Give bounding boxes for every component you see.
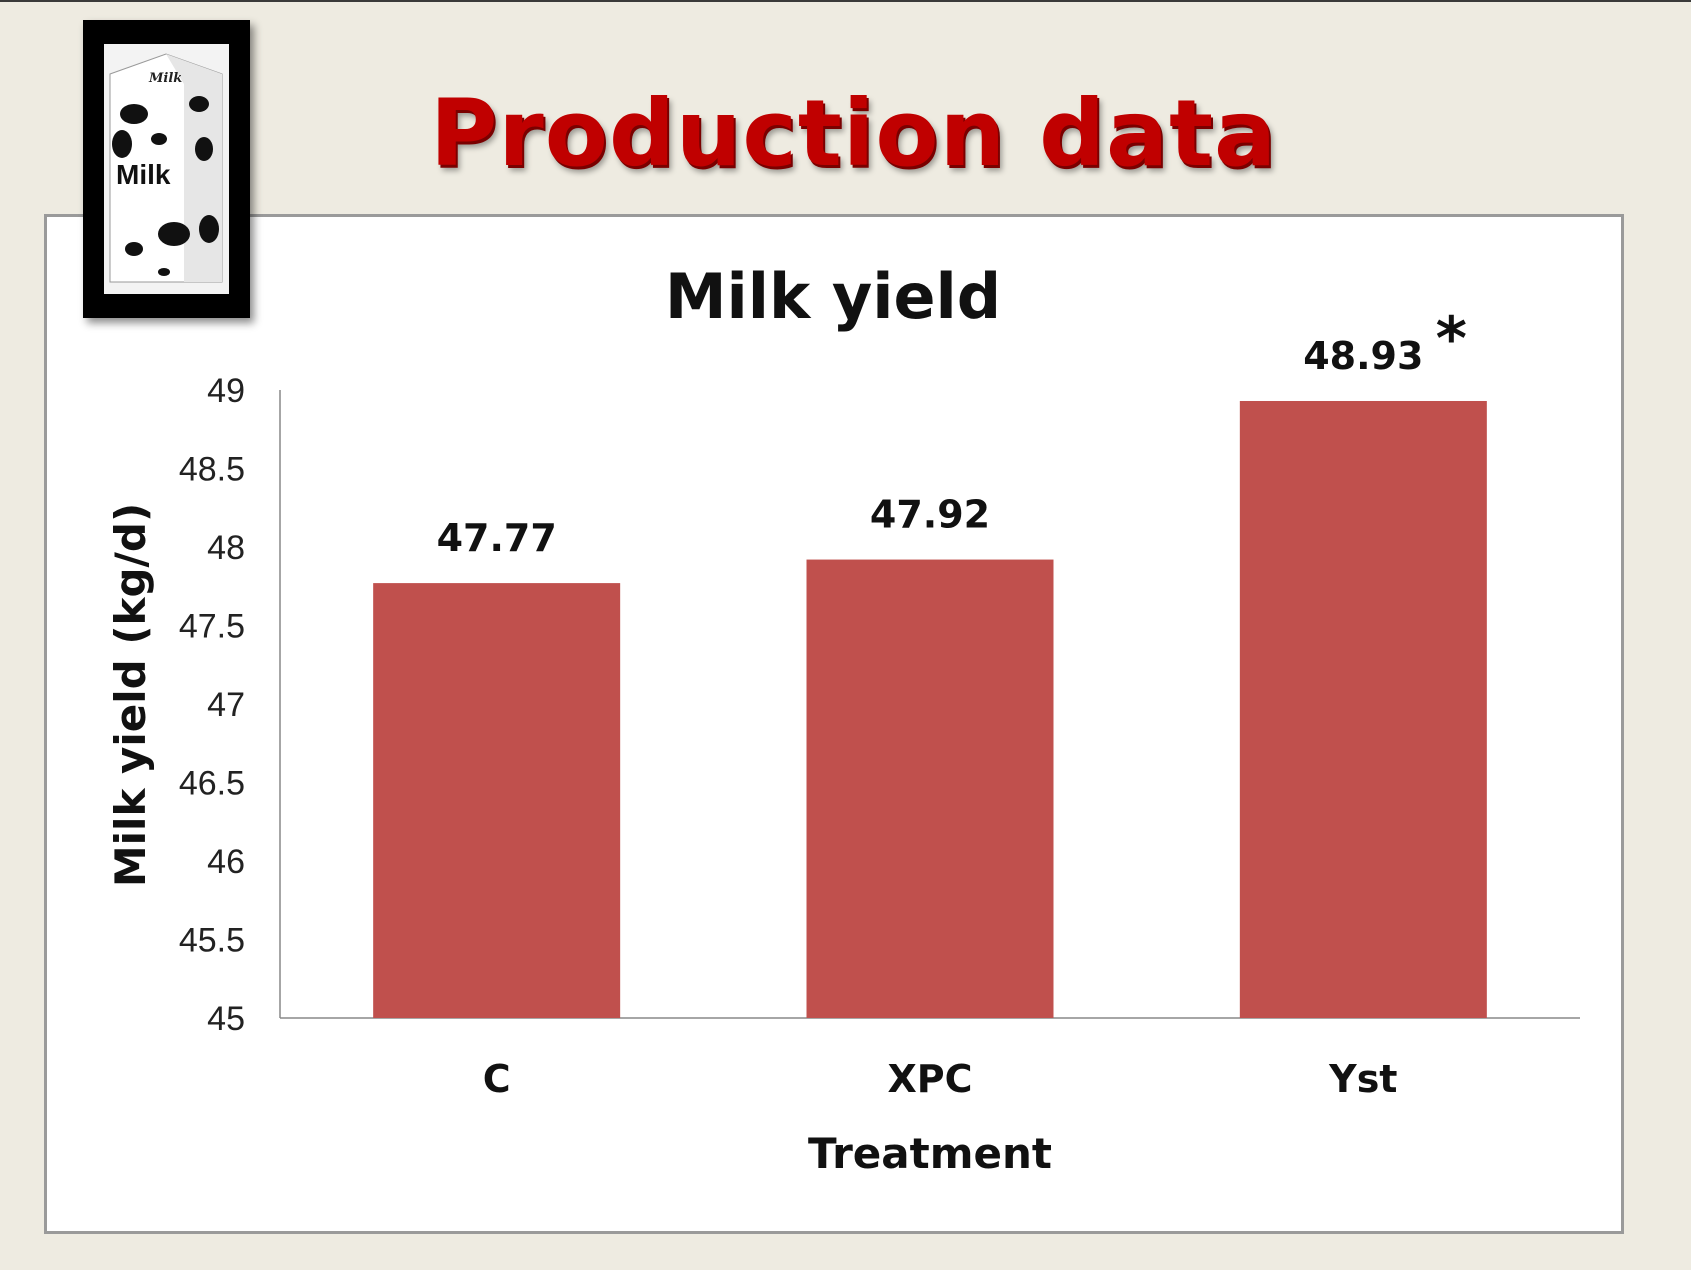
x-tick-label: XPC [887, 1057, 972, 1101]
top-border [0, 0, 1691, 2]
x-tick-label: C [483, 1057, 511, 1101]
y-tick-label: 49 [207, 372, 245, 410]
y-tick-label: 46 [207, 843, 245, 881]
y-axis-label: Milk yield (kg/d) [106, 503, 155, 887]
y-tick-label: 48 [207, 529, 245, 567]
bar-yst [1239, 400, 1487, 1018]
carton-text-top: Milk [148, 71, 182, 86]
x-tick-label: Yst [1328, 1057, 1397, 1101]
carton-text-main: Milk [116, 159, 171, 190]
data-label-c: 47.77 [437, 516, 557, 560]
y-tick-label: 45 [207, 1000, 245, 1038]
data-label-xpc: 47.92 [870, 493, 990, 537]
logo-frame: Milk Milk [83, 20, 250, 318]
slide-title: Production data [430, 80, 1278, 187]
y-tick-label: 45.5 [179, 922, 245, 960]
chart-title: Milk yield [665, 260, 1001, 333]
bar-c [373, 583, 621, 1018]
y-tick-label: 47.5 [179, 608, 245, 646]
y-tick-label: 47 [207, 686, 245, 724]
plot-area: 45 45.5 46 46.5 47 47.5 48 48.5 49 47.77 C 47.92 XPC… [179, 304, 1580, 1101]
y-tick-label: 46.5 [179, 765, 245, 803]
data-label-yst: 48.93 [1303, 334, 1423, 378]
y-tick-label: 48.5 [179, 451, 245, 489]
milk-carton-icon: Milk Milk [104, 44, 229, 294]
x-axis-label: Treatment [808, 1129, 1052, 1178]
significance-marker: * [1436, 304, 1467, 374]
bar-xpc [806, 559, 1054, 1018]
